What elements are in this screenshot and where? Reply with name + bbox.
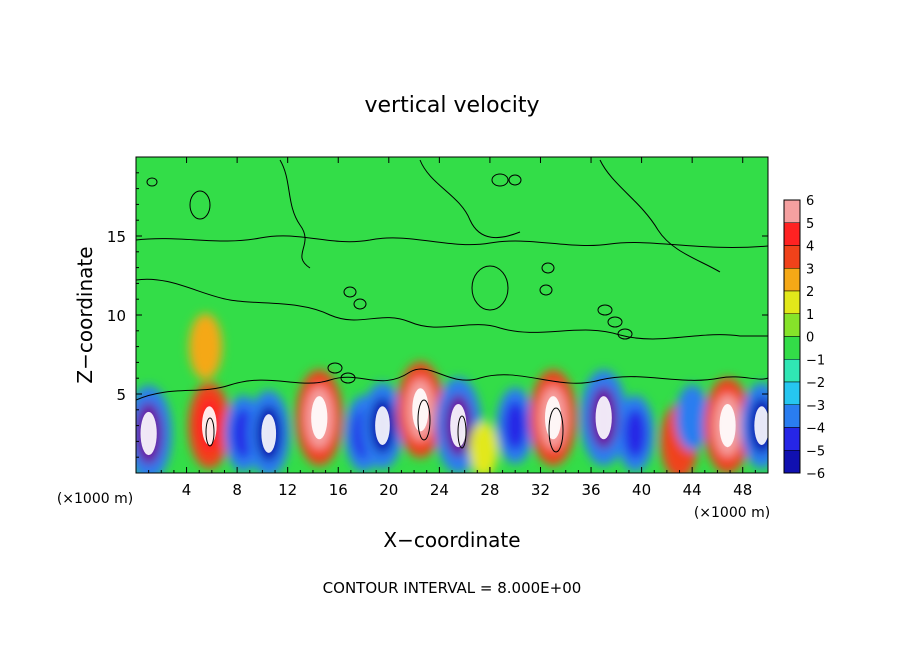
velocity-cell-core [595,396,612,440]
velocity-cell [474,431,493,468]
colorbar-label: 1 [806,308,814,323]
colorbar-swatch [783,381,801,405]
colorbar-swatch [783,359,801,383]
x-axis-label: X−coordinate [383,528,520,552]
colorbar-label: −4 [806,422,825,437]
x-tick-label: 8 [232,481,242,499]
velocity-cell-core [545,396,562,440]
x-tick-label: 36 [581,481,600,499]
velocity-cell-core [311,396,328,440]
velocity-cell [195,325,216,369]
x-tick-label: 40 [632,481,651,499]
colorbar: −6 −5 −4 −3 −2 −1 0 1 2 3 4 5 6 [783,194,825,482]
x-axis: 4 8 12 16 20 24 28 32 36 40 44 48 [148,157,756,499]
y-tick-label: 15 [107,228,126,246]
colorbar-swatch [783,450,801,474]
colorbar-label: −5 [806,444,825,459]
colorbar-label: 4 [806,240,814,255]
x-tick-label: 16 [329,481,348,499]
colorbar-label: 0 [806,331,814,346]
x-tick-label: 4 [182,481,192,499]
colorbar-swatch [783,268,801,292]
colorbar-swatch [783,313,801,337]
x-tick-label: 28 [480,481,499,499]
velocity-cell-core [719,404,736,448]
contour-lines [136,159,768,453]
colorbar-label: −1 [806,353,825,368]
colorbar-label: 2 [806,285,814,300]
colorbar-label: −2 [806,376,825,391]
velocity-cell-core [754,406,768,445]
x-tick-label: 12 [278,481,297,499]
velocity-cell-core [201,406,217,445]
chart-title: vertical velocity [364,93,539,118]
colorbar-label: 3 [806,262,814,277]
plot-area [136,157,768,473]
velocity-field [136,313,768,473]
colorbar-swatch [783,336,801,360]
velocity-cell-core [140,411,157,456]
colorbar-swatch [783,199,801,223]
x-tick-label: 32 [531,481,550,499]
velocity-cell-core [261,414,277,453]
x-tick-label: 24 [430,481,449,499]
velocity-cell [624,408,647,459]
x-unit-left: (×1000 m) [57,491,133,507]
y-axis-label: Z−coordinate [73,246,97,383]
colorbar-swatch [783,427,801,451]
velocity-cell-core [375,406,390,445]
x-tick-label: 20 [379,481,398,499]
velocity-cell-core [412,388,429,432]
y-tick-label: 5 [116,386,126,404]
x-unit-right: (×1000 m) [694,505,770,521]
colorbar-swatch [783,245,801,269]
colorbar-swatch [783,290,801,314]
y-axis: 5 10 15 [107,172,768,458]
colorbar-swatch [783,222,801,246]
colorbar-swatch [783,404,801,428]
colorbar-label: 5 [806,217,814,232]
contour-interval-note: CONTOUR INTERVAL = 8.000E+00 [323,579,582,597]
velocity-cell [503,400,527,451]
x-tick-label: 48 [733,481,752,499]
colorbar-frame [783,199,801,474]
velocity-cell [682,396,703,440]
colorbar-label: −6 [806,467,825,482]
y-tick-label: 10 [107,307,126,325]
x-tick-label: 44 [683,481,702,499]
colorbar-label: −3 [806,399,825,414]
colorbar-label: 6 [806,194,814,209]
